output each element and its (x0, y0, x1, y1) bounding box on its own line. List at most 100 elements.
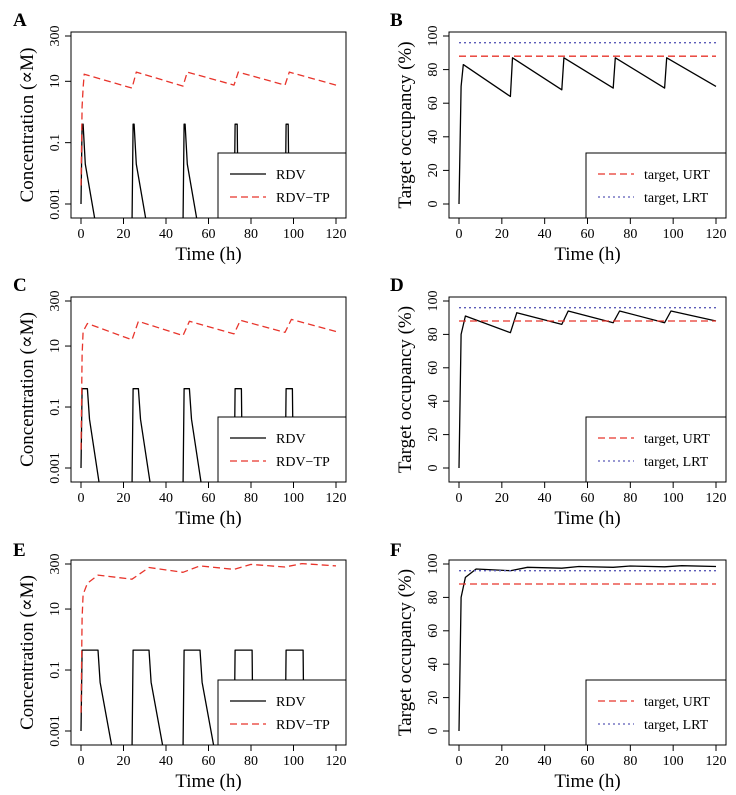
x-tick-label: 100 (663, 754, 684, 769)
x-tick-label: 0 (456, 491, 463, 506)
y-tick-label: 80 (426, 63, 441, 77)
y-tick-label: 80 (426, 590, 441, 604)
y-axis-label: Concentration (∝M) (17, 575, 38, 730)
series-rdv-line (80, 649, 305, 745)
x-tick-label: 40 (538, 491, 552, 506)
legend-label: RDV (276, 168, 306, 183)
y-tick-label: 40 (426, 130, 441, 144)
x-tick-label: 60 (202, 754, 216, 769)
x-tick-label: 100 (283, 227, 304, 242)
x-tick-label: 0 (78, 227, 85, 242)
x-tick-label: 0 (456, 227, 463, 242)
legend-box (585, 416, 727, 483)
y-axis-label: Concentration (∝M) (17, 312, 38, 467)
x-tick-label: 60 (202, 227, 216, 242)
y-tick-label: 10 (48, 339, 63, 353)
y-axis-label: Target occupancy (%) (395, 306, 416, 473)
x-axis-label: Time (h) (175, 771, 241, 792)
y-axis-label: Target occupancy (%) (395, 41, 416, 208)
legend-box (585, 152, 727, 219)
y-tick-label: 0.001 (48, 715, 63, 747)
x-tick-label: 100 (663, 227, 684, 242)
y-tick-label: 100 (426, 26, 441, 47)
x-tick-label: 120 (706, 491, 727, 506)
y-tick-label: 0.1 (48, 134, 63, 152)
legend-label: RDV (276, 695, 306, 710)
legend: target, URT target, LRT (585, 416, 727, 483)
y-tick-label: 60 (426, 96, 441, 110)
x-tick-label: 60 (202, 491, 216, 506)
legend: RDV RDV−TP (217, 152, 347, 219)
legend: target, URT target, LRT (585, 679, 727, 746)
series-occupancy-line (458, 57, 717, 205)
y-axis-label: Target occupancy (%) (395, 569, 416, 736)
x-tick-label: 120 (326, 491, 347, 506)
legend-label: target, LRT (644, 455, 709, 470)
x-tick-label: 20 (117, 754, 131, 769)
x-axis-label: Time (h) (554, 508, 620, 529)
series-group (458, 565, 717, 732)
y-tick-label: 100 (426, 554, 441, 575)
panel-letter: A (13, 10, 27, 31)
legend-label: target, LRT (644, 718, 709, 733)
x-tick-label: 0 (456, 754, 463, 769)
y-tick-label: 0.001 (48, 188, 63, 220)
x-tick-label: 120 (706, 227, 727, 242)
y-tick-label: 20 (426, 691, 441, 705)
panel-f: F 0 20 40 60 80 100 120 0 20 40 60 80 100 Time (h) Targ… (390, 540, 727, 792)
y-tick-label: 10 (48, 74, 63, 88)
series-rdv-tp-line (80, 71, 337, 186)
x-axis-label: Time (h) (554, 244, 620, 265)
x-tick-label: 20 (117, 227, 131, 242)
x-tick-label: 80 (623, 227, 637, 242)
y-tick-label: 40 (426, 657, 441, 671)
series-rdv-tp-line (80, 318, 337, 450)
y-tick-label: 0.001 (48, 452, 63, 484)
legend-label: RDV−TP (276, 718, 330, 733)
legend-label: RDV−TP (276, 191, 330, 206)
legend-label: target, URT (644, 168, 710, 183)
x-tick-label: 100 (283, 491, 304, 506)
series-rdv-line (80, 123, 290, 218)
panel-e: E 0 20 40 60 80 100 120 0.001 0.1 10 300 Time (h) Con… (13, 540, 347, 792)
y-tick-label: 80 (426, 327, 441, 341)
x-tick-label: 80 (244, 754, 258, 769)
x-tick-label: 100 (283, 754, 304, 769)
y-tick-label: 0 (426, 728, 441, 735)
x-tick-label: 60 (581, 754, 595, 769)
y-tick-label: 0 (426, 465, 441, 472)
series-group (80, 71, 337, 218)
series-group (458, 307, 717, 469)
x-tick-label: 120 (326, 754, 347, 769)
legend-label: target, LRT (644, 191, 709, 206)
y-tick-label: 10 (48, 602, 63, 616)
panel-letter: B (390, 10, 403, 31)
panel-c: C 0 20 40 60 80 100 120 0.001 0.1 10 300 Time (h) Con… (13, 275, 347, 529)
x-tick-label: 20 (117, 491, 131, 506)
panel-d: D 0 20 40 60 80 100 120 0 20 40 60 80 100 Time (h) Targ… (390, 275, 727, 529)
x-tick-label: 40 (159, 491, 173, 506)
x-tick-label: 80 (244, 491, 258, 506)
y-axis-label: Concentration (∝M) (17, 48, 38, 203)
series-group (80, 562, 337, 745)
legend-box (585, 679, 727, 746)
x-axis-label: Time (h) (175, 508, 241, 529)
x-tick-label: 0 (78, 491, 85, 506)
x-tick-label: 20 (495, 754, 509, 769)
series-occupancy-line (458, 310, 717, 469)
legend-label: RDV (276, 432, 306, 447)
panel-b: B 0 20 40 60 80 100 120 0 20 40 60 80 100 Time (h) Targ… (390, 10, 727, 265)
panel-letter: F (390, 540, 402, 561)
series-group (80, 318, 337, 482)
y-tick-label: 300 (48, 26, 63, 47)
x-tick-label: 60 (581, 491, 595, 506)
x-tick-label: 40 (159, 227, 173, 242)
panel-letter: E (13, 540, 26, 561)
legend: RDV RDV−TP (217, 416, 347, 483)
x-tick-label: 100 (663, 491, 684, 506)
x-tick-label: 80 (623, 754, 637, 769)
series-group (458, 42, 717, 205)
x-tick-label: 40 (538, 754, 552, 769)
y-tick-label: 40 (426, 394, 441, 408)
panel-letter: D (390, 275, 404, 296)
